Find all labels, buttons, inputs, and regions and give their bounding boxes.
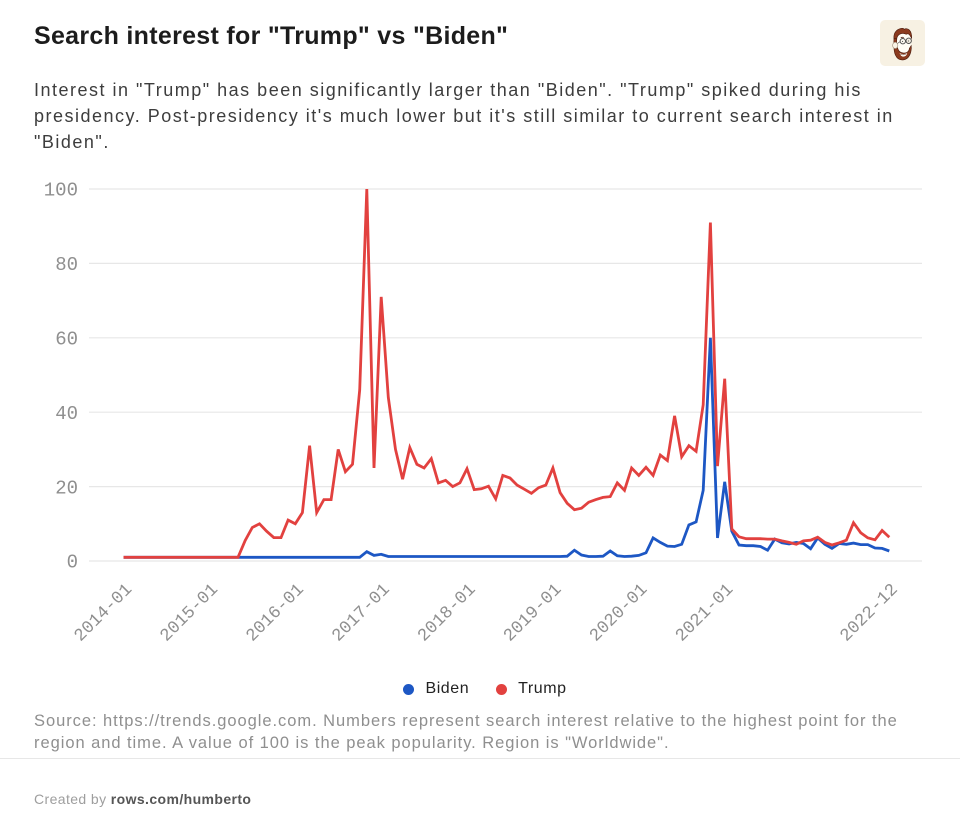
svg-text:80: 80: [55, 254, 78, 276]
svg-text:2018-01: 2018-01: [414, 580, 480, 646]
svg-text:2014-01: 2014-01: [71, 580, 137, 646]
svg-text:2016-01: 2016-01: [242, 580, 308, 646]
svg-text:60: 60: [55, 329, 78, 351]
svg-text:2017-01: 2017-01: [328, 580, 394, 646]
svg-text:2021-01: 2021-01: [672, 580, 738, 646]
svg-text:2020-01: 2020-01: [586, 580, 652, 646]
svg-text:2015-01: 2015-01: [157, 580, 223, 646]
svg-text:2022-12: 2022-12: [836, 580, 902, 646]
svg-text:40: 40: [55, 403, 78, 425]
svg-text:20: 20: [55, 477, 78, 499]
svg-text:100: 100: [44, 180, 78, 202]
svg-text:0: 0: [67, 552, 78, 574]
svg-text:2019-01: 2019-01: [500, 580, 566, 646]
